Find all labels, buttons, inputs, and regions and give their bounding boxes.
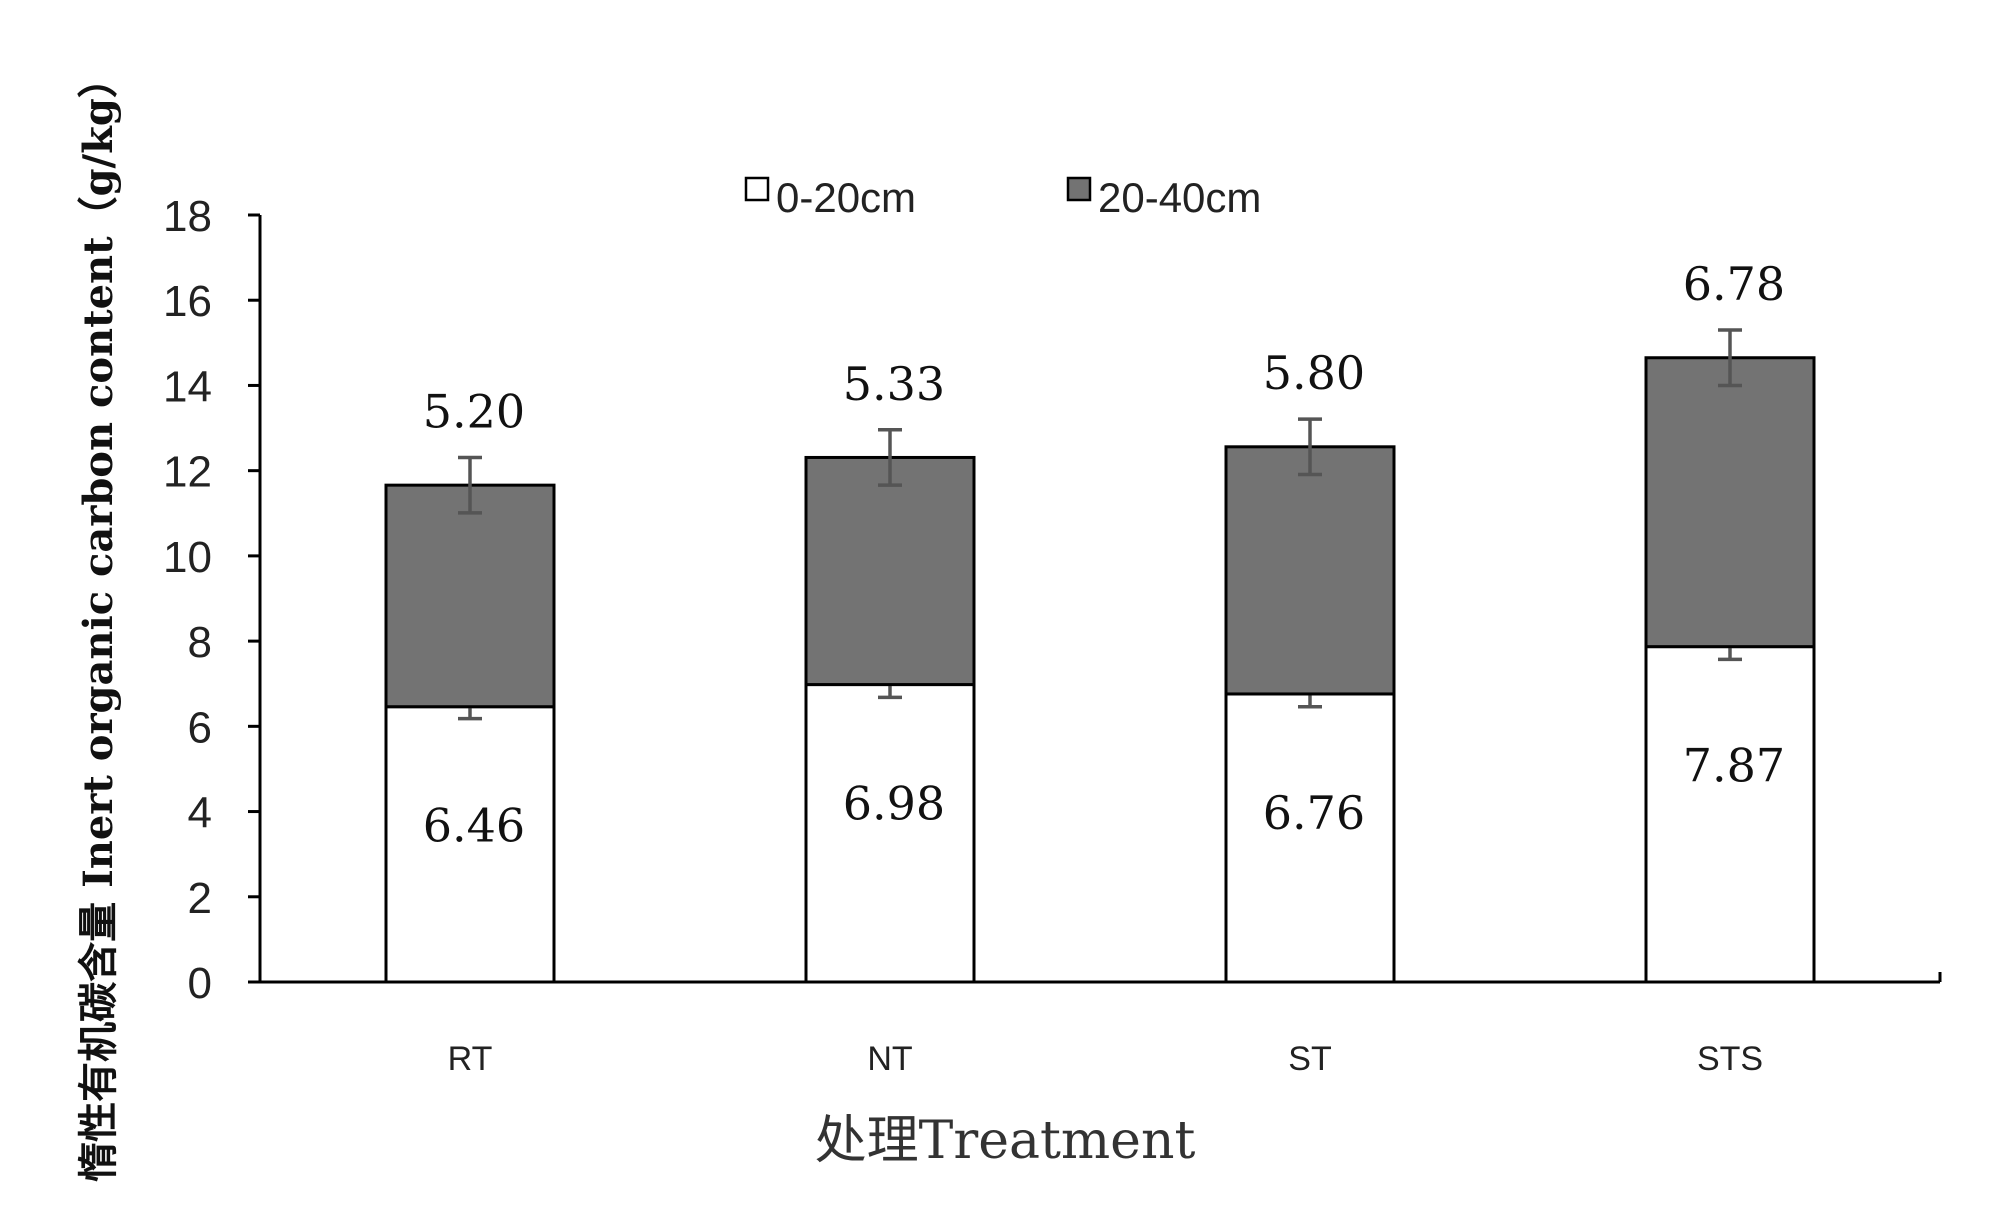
x-tick-label: ST <box>1288 1040 1331 1078</box>
bar-rt-20-40cm <box>384 483 556 709</box>
x-axis-label: 处理Treatment <box>815 1111 1196 1171</box>
plot-area: 0 2 4 6 8 10 12 14 16 18 6.46 5.20 RT 6.98 5.33 NT 6.76 5… <box>163 192 1942 1078</box>
data-label: 7.87 <box>1683 739 1785 793</box>
y-tick-label: 4 <box>188 789 212 838</box>
y-tick-label: 8 <box>188 618 212 667</box>
y-tick-label: 6 <box>188 703 212 752</box>
legend-label-0-20cm: 0-20cm <box>776 174 916 221</box>
x-tick-label: RT <box>448 1040 493 1078</box>
y-tick-label: 10 <box>163 533 212 582</box>
legend-swatch-20-40cm <box>1066 176 1092 202</box>
legend-swatch-0-20cm <box>744 176 770 202</box>
bar-nt-0-20cm <box>804 683 976 984</box>
data-label: 6.98 <box>843 777 945 831</box>
y-tick-label: 18 <box>163 192 212 241</box>
y-axis-label: 惰性有机碳含量 Inert organic carbon content（g/k… <box>75 58 122 1182</box>
y-tick-label: 0 <box>188 959 212 1008</box>
bar-nt-20-40cm <box>804 455 976 687</box>
y-tick-label: 2 <box>188 874 212 923</box>
y-tick-label: 16 <box>163 277 212 326</box>
x-tick-label: NT <box>867 1040 912 1078</box>
legend: 0-20cm 20-40cm <box>744 174 1261 221</box>
data-label: 6.46 <box>423 799 525 853</box>
y-tick-label: 12 <box>163 448 212 497</box>
legend-label-20-40cm: 20-40cm <box>1098 174 1261 221</box>
bar-sts-20-40cm <box>1644 356 1816 649</box>
bar-rt-0-20cm <box>384 705 556 984</box>
bar-st-0-20cm <box>1224 692 1396 984</box>
bar-st-20-40cm <box>1224 445 1396 696</box>
bar-sts-0-20cm <box>1644 645 1816 984</box>
y-tick-label: 14 <box>163 362 212 411</box>
data-label: 5.33 <box>843 357 945 411</box>
x-tick-label: STS <box>1697 1040 1763 1078</box>
data-label: 5.20 <box>423 384 525 438</box>
data-label: 6.78 <box>1683 257 1785 311</box>
data-label: 6.76 <box>1263 786 1365 840</box>
data-label: 5.80 <box>1263 346 1365 400</box>
svg-text:惰性有机碳含量 Inert organic carbon c: 惰性有机碳含量 Inert organic carbon content（g/k… <box>75 58 122 1182</box>
